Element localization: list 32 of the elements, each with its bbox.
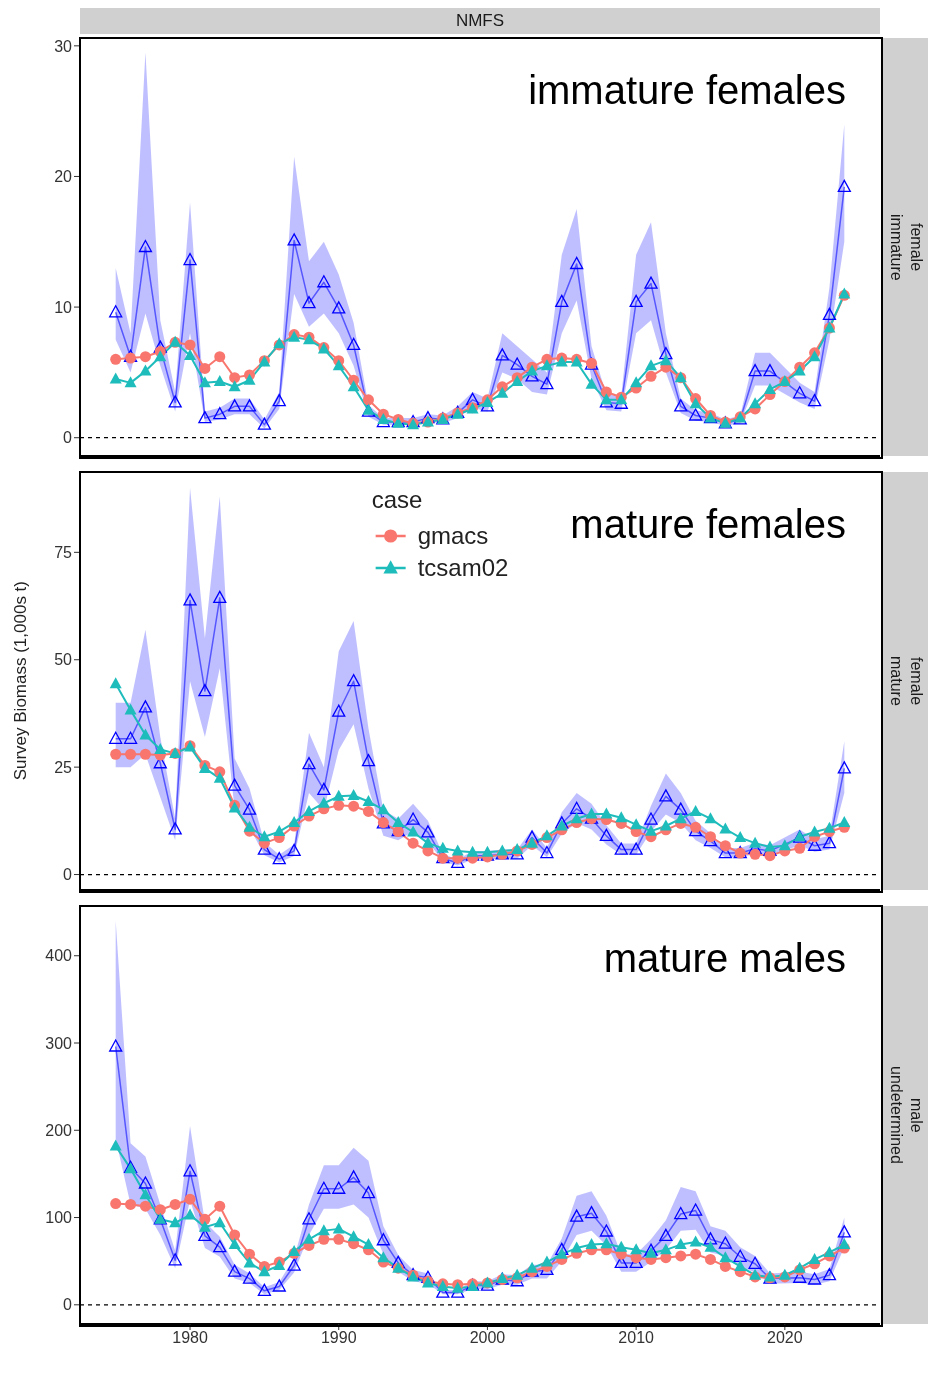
chart-title: NMFS [80, 8, 880, 34]
x-tick-label: 2000 [469, 1329, 506, 1347]
y-tick-label: 200 [45, 1121, 73, 1139]
y-tick-label: 100 [45, 1209, 73, 1227]
legend-label: tcsam02 [417, 554, 509, 582]
x-tick-label: 2020 [767, 1329, 803, 1347]
y-tick-label: 20 [54, 168, 73, 186]
x-tick-label: 1990 [320, 1329, 357, 1347]
annotation: immature females [528, 68, 846, 113]
y-tick-label: 75 [54, 544, 73, 562]
y-tick-label: 400 [45, 947, 73, 965]
text: female [906, 222, 926, 273]
y-tick-label: 0 [63, 1296, 73, 1314]
y-tick-label: 50 [54, 651, 73, 669]
annotation: mature males [603, 936, 846, 981]
y-axis-title: Survey Biomass (1,000s t) [11, 581, 31, 781]
y-tick-label: 30 [54, 37, 73, 55]
text: female [906, 656, 926, 706]
y-tick-label: 0 [63, 429, 73, 447]
text: mature [886, 656, 906, 706]
y-tick-label: 10 [54, 298, 73, 316]
text: male [906, 1096, 926, 1135]
x-tick-label: 2010 [618, 1329, 655, 1347]
y-tick-label: 300 [45, 1034, 73, 1052]
annotation: mature females [570, 502, 846, 547]
y-tick-label: 25 [54, 758, 73, 776]
legend-label: gmacs [417, 522, 489, 550]
y-tick-label: 0 [63, 866, 73, 884]
legend-title: case [371, 486, 424, 514]
x-tick-label: 1980 [172, 1329, 208, 1347]
text: immature [886, 213, 906, 281]
text: undetermined [886, 1066, 906, 1164]
